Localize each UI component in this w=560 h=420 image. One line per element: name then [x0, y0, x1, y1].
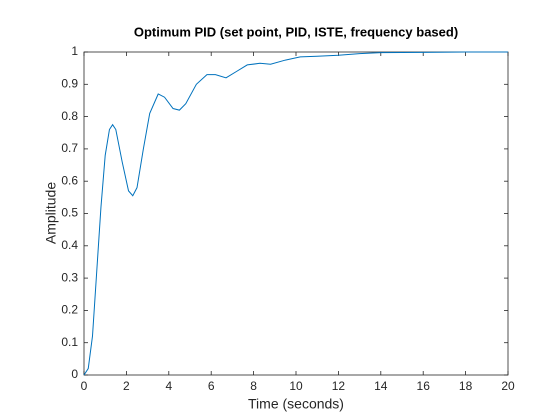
y-tick-label: 0.4: [61, 238, 78, 252]
x-tick-label: 0: [81, 379, 88, 393]
y-tick-label: 0: [71, 367, 78, 381]
y-tick-label: 0.8: [61, 109, 78, 123]
x-tick-label: 6: [208, 379, 215, 393]
chart-title: Optimum PID (set point, PID, ISTE, frequ…: [134, 24, 458, 39]
y-tick-label: 1: [71, 44, 78, 58]
y-tick-label: 0.1: [61, 335, 78, 349]
y-axis-label: Amplitude: [43, 182, 59, 244]
y-tick-label: 0.2: [61, 303, 78, 317]
x-tick-label: 18: [459, 379, 473, 393]
x-tick-label: 20: [501, 379, 515, 393]
y-tick-label: 0.6: [61, 173, 78, 187]
x-tick-label: 10: [289, 379, 303, 393]
x-tick-label: 8: [250, 379, 257, 393]
y-tick-label: 0.9: [61, 76, 78, 90]
x-tick-label: 14: [374, 379, 388, 393]
x-tick-label: 12: [332, 379, 346, 393]
line-series: [83, 51, 508, 376]
x-tick-label: 4: [165, 379, 172, 393]
y-tick-label: 0.3: [61, 270, 78, 284]
x-tick-label: 2: [123, 379, 130, 393]
y-tick-label: 0.7: [61, 141, 78, 155]
y-tick-label: 0.5: [61, 206, 78, 220]
x-axis-label: Time (seconds): [248, 396, 344, 412]
x-tick-label: 16: [417, 379, 431, 393]
plot-frame: [83, 51, 509, 376]
